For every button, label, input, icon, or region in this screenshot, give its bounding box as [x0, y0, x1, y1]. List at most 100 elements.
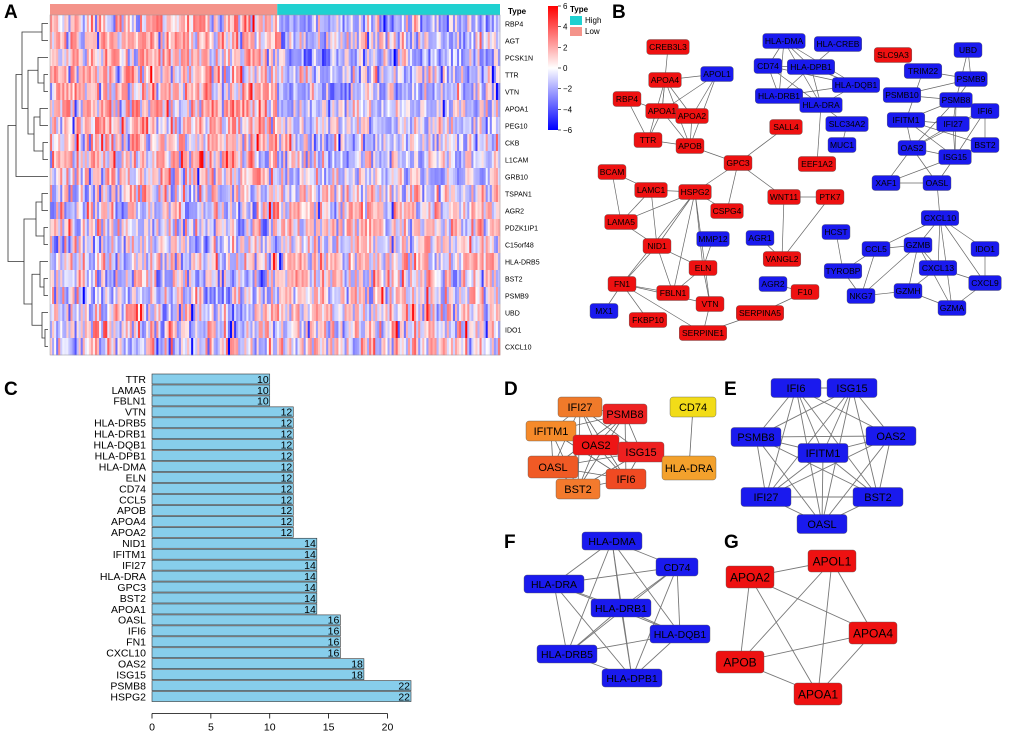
heatmap-cell	[305, 66, 309, 84]
heatmap-cell	[410, 236, 413, 254]
heatmap-cell	[101, 185, 104, 203]
heatmap-cell	[340, 15, 343, 33]
heatmap-cell	[365, 100, 368, 118]
heatmap-cell	[461, 321, 464, 339]
heatmap-cell	[346, 236, 349, 254]
heatmap-cell	[334, 270, 337, 288]
node-xaf1: XAF1	[871, 175, 901, 191]
heatmap-cell	[140, 321, 143, 339]
heatmap-cell	[238, 49, 241, 67]
heatmap-cell	[452, 83, 456, 101]
heatmap-cell	[144, 287, 147, 305]
heatmap-cell	[92, 117, 96, 135]
heatmap-cell	[352, 100, 356, 118]
heatmap-cell	[176, 100, 180, 118]
heatmap-cell	[193, 32, 196, 50]
bar-category-eln: ELN	[126, 472, 146, 484]
heatmap-cell	[225, 15, 229, 33]
heatmap-cell	[391, 15, 394, 33]
heatmap-cell	[422, 83, 425, 101]
heatmap-cell	[385, 83, 388, 101]
heatmap-cell	[166, 15, 169, 33]
node-psmb8: PSMB8	[939, 92, 973, 108]
heatmap-cell	[54, 66, 57, 84]
heatmap-cell	[360, 151, 364, 169]
heatmap-cell	[103, 219, 106, 237]
heatmap-cell	[301, 49, 304, 67]
heatmap-cell	[236, 236, 239, 254]
heatmap-cell	[223, 100, 227, 118]
heatmap-cell	[140, 236, 143, 254]
heatmap-cell	[191, 151, 194, 169]
node-label: OAS2	[581, 440, 610, 452]
node-label: PSMB10	[885, 90, 919, 100]
heatmap-cell	[234, 49, 237, 67]
heatmap-cell	[324, 219, 327, 237]
heatmap-cell	[432, 134, 435, 152]
bar-value-vtn: 12	[281, 407, 293, 419]
heatmap-cell	[275, 304, 278, 322]
heatmap-cell	[236, 100, 239, 118]
heatmap-cell	[185, 134, 188, 152]
heatmap-cell	[367, 49, 370, 67]
heatmap-cell	[254, 219, 257, 237]
bar-eln	[151, 472, 294, 483]
heatmap-cell	[459, 270, 462, 288]
heatmap-cell	[97, 49, 100, 67]
heatmap-cell	[111, 338, 114, 356]
heatmap-cell	[123, 287, 126, 305]
heatmap-cell	[86, 32, 90, 50]
heatmap-cell	[315, 270, 319, 288]
heatmap-cell	[95, 117, 98, 135]
heatmap-cell	[311, 100, 315, 118]
heatmap-cell	[365, 253, 368, 271]
heatmap-cell	[207, 287, 210, 305]
heatmap-cell	[266, 219, 270, 237]
heatmap-cell	[129, 219, 133, 237]
heatmap-cell	[379, 32, 382, 50]
heatmap-cell	[185, 66, 188, 84]
heatmap-cell	[381, 151, 384, 169]
heatmap-cell	[281, 32, 284, 50]
heatmap-cell	[264, 168, 268, 186]
heatmap-cell	[101, 49, 104, 67]
heatmap-cell	[86, 253, 90, 271]
heatmap-cell	[457, 117, 460, 135]
node-box	[787, 59, 835, 75]
heatmap-cell	[455, 338, 458, 356]
heatmap-cell	[105, 83, 108, 101]
heatmap-cell	[117, 151, 120, 169]
heatmap-cell	[369, 338, 372, 356]
heatmap-cell	[268, 321, 272, 339]
heatmap-cell	[377, 202, 380, 220]
heatmap-cell	[195, 168, 198, 186]
heatmap-cell	[232, 100, 235, 118]
heatmap-cell	[299, 151, 302, 169]
heatmap-cell	[252, 117, 255, 135]
heatmap-cell	[101, 236, 104, 254]
heatmap-cell	[248, 151, 251, 169]
heatmap-cell	[109, 151, 112, 169]
heatmap-cell	[297, 236, 300, 254]
heatmap-cell	[293, 253, 296, 271]
heatmap-cell	[450, 304, 454, 322]
node-box	[825, 116, 869, 132]
heatmap-cell	[76, 49, 79, 67]
heatmap-cell	[252, 321, 255, 339]
heatmap-cell	[313, 15, 317, 33]
heatmap-cell	[140, 168, 143, 186]
heatmap-cell	[350, 185, 354, 203]
heatmap-cell	[446, 304, 450, 322]
node-label: TRIM22	[908, 66, 939, 76]
bar-category-ifi6: IFI6	[128, 626, 146, 638]
heatmap-cell	[315, 202, 319, 220]
heatmap-cell	[405, 321, 409, 339]
heatmap-cell	[491, 66, 495, 84]
heatmap-cell	[399, 168, 403, 186]
heatmap-cell	[144, 253, 147, 271]
heatmap-cell	[493, 168, 497, 186]
heatmap-cell	[142, 15, 145, 33]
heatmap-cell	[86, 151, 90, 169]
heatmap-cell	[332, 83, 335, 101]
heatmap-cell	[448, 185, 452, 203]
